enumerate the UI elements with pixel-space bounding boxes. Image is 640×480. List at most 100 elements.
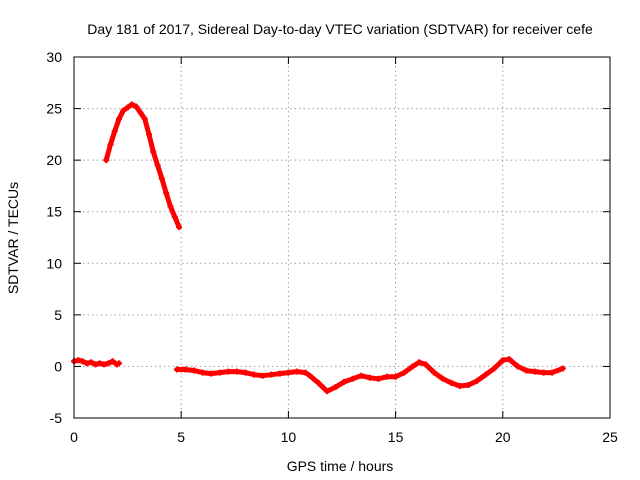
data-point — [88, 359, 95, 366]
data-point — [276, 370, 283, 377]
chart-title: Day 181 of 2017, Sidereal Day-to-day VTE… — [87, 21, 593, 37]
data-point — [141, 115, 148, 122]
x-axis-label: GPS time / hours — [287, 458, 394, 474]
data-point — [268, 371, 275, 378]
data-point — [549, 369, 556, 376]
data-point — [559, 365, 566, 372]
data-point — [176, 224, 183, 231]
data-point — [167, 203, 174, 210]
x-tick-label: 0 — [70, 429, 78, 445]
data-point — [293, 368, 300, 375]
data-point — [422, 361, 429, 368]
data-point — [384, 373, 391, 380]
data-point — [540, 369, 547, 376]
data-point — [107, 141, 114, 148]
data-point — [315, 379, 322, 386]
data-point — [103, 157, 110, 164]
data-point — [233, 368, 240, 375]
data-point — [491, 365, 498, 372]
axis-ticks — [73, 56, 611, 419]
series-line-2 — [103, 101, 182, 230]
data-point — [96, 360, 103, 367]
data-point — [332, 384, 339, 391]
data-point — [474, 377, 481, 384]
data-point — [523, 367, 530, 374]
y-tick-labels: -5 0 5 10 15 20 25 30 — [46, 49, 62, 426]
data-point — [116, 360, 123, 367]
data-point — [349, 375, 356, 382]
data-point — [251, 371, 258, 378]
data-point — [154, 162, 161, 169]
data-point — [285, 369, 292, 376]
data-point — [409, 363, 416, 370]
x-tick-label: 20 — [495, 429, 511, 445]
y-tick-label: 5 — [54, 307, 62, 323]
y-tick-label: 30 — [46, 49, 62, 65]
data-point — [116, 115, 123, 122]
grid-lines — [74, 57, 610, 418]
data-point — [182, 366, 189, 373]
data-point — [323, 388, 330, 395]
data-point — [208, 370, 215, 377]
y-tick-label: 15 — [46, 204, 62, 220]
y-tick-label: 25 — [46, 101, 62, 117]
data-point — [173, 366, 180, 373]
data-point — [401, 369, 408, 376]
data-point — [375, 375, 382, 382]
data-point — [83, 360, 90, 367]
plot-frame — [73, 56, 611, 419]
data-point — [439, 375, 446, 382]
data-point — [499, 357, 506, 364]
y-tick-label: 20 — [46, 152, 62, 168]
y-tick-label: -5 — [50, 410, 63, 426]
data-point — [128, 101, 135, 108]
data-point — [392, 373, 399, 380]
data-point — [120, 107, 127, 114]
data-point — [259, 372, 266, 379]
data-point — [431, 369, 438, 376]
data-point — [124, 104, 131, 111]
x-tick-label: 10 — [281, 429, 297, 445]
x-tick-label: 25 — [602, 429, 618, 445]
data-point — [506, 356, 513, 363]
data-point — [225, 368, 232, 375]
data-point — [216, 369, 223, 376]
data-point — [306, 372, 313, 379]
data-point — [242, 369, 249, 376]
data-point — [105, 360, 112, 367]
data-point — [456, 383, 463, 390]
data-point — [199, 369, 206, 376]
data-point — [146, 131, 153, 138]
data-point — [158, 175, 165, 182]
data-point — [448, 379, 455, 386]
data-point — [358, 372, 365, 379]
y-tick-label: 10 — [46, 255, 62, 271]
data-point — [137, 109, 144, 116]
y-tick-label: 0 — [54, 358, 62, 374]
x-tick-label: 5 — [177, 429, 185, 445]
data-point — [171, 213, 178, 220]
data-point — [416, 359, 423, 366]
data-point — [531, 368, 538, 375]
data-point — [111, 128, 118, 135]
y-axis-label: SDTVAR / TECUs — [5, 182, 21, 294]
data-point — [133, 103, 140, 110]
data-point — [150, 148, 157, 155]
data-point — [366, 374, 373, 381]
data-point — [75, 357, 82, 364]
x-tick-labels: 0 5 10 15 20 25 — [70, 429, 618, 445]
data-point — [341, 378, 348, 385]
data-point — [92, 361, 99, 368]
data-point — [163, 190, 170, 197]
data-point — [101, 361, 108, 368]
data-point — [109, 358, 116, 365]
data-point — [191, 367, 198, 374]
data-point — [302, 369, 309, 376]
data-point — [79, 358, 86, 365]
data-point — [465, 381, 472, 388]
series-layer — [71, 101, 566, 395]
data-point — [514, 363, 521, 370]
data-point — [482, 371, 489, 378]
x-tick-label: 15 — [388, 429, 404, 445]
